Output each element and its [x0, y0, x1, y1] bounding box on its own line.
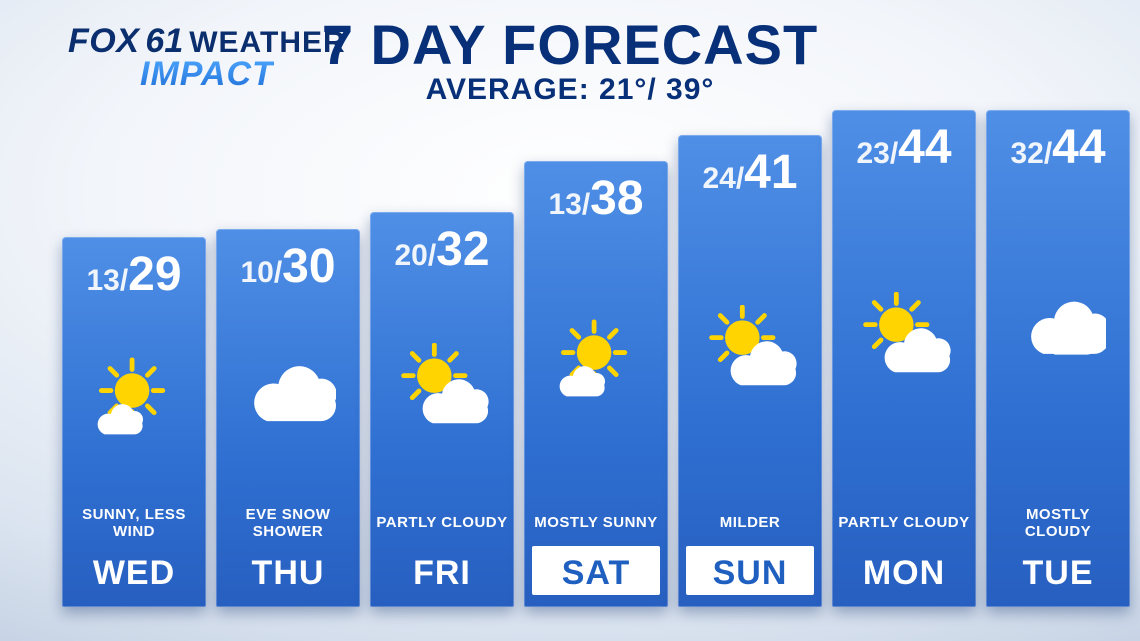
- condition-label: MILDER: [678, 506, 822, 540]
- temp-high: 30: [282, 240, 335, 293]
- temp-low: 32: [1010, 137, 1043, 170]
- temp-low: 23: [856, 137, 889, 170]
- condition-label: MOSTLY CLOUDY: [986, 506, 1130, 541]
- temp-high: 44: [1052, 121, 1105, 174]
- condition-label: MOSTLY SUNNY: [524, 506, 668, 540]
- temp-high: 41: [744, 146, 797, 199]
- condition-label: PARTLY CLOUDY: [370, 506, 514, 540]
- forecast-bar: 13/38 MOSTLY SUNNY SAT: [524, 161, 668, 608]
- temp-low: 24: [702, 162, 735, 195]
- day-label: THU: [224, 554, 352, 593]
- day-label: FRI: [378, 554, 506, 593]
- temp-pair: 10/30: [216, 239, 360, 294]
- day-label: WED: [70, 554, 198, 593]
- temp-pair: 13/29: [62, 247, 206, 302]
- day-label: MON: [840, 554, 968, 593]
- temp-high: 38: [590, 172, 643, 225]
- condition-label: EVE SNOW SHOWER: [216, 506, 360, 541]
- temp-pair: 20/32: [370, 222, 514, 277]
- temp-low: 20: [394, 239, 427, 272]
- weather-icon: [986, 175, 1130, 506]
- forecast-bar: 13/29 SUNNY, LESS WIND WED: [62, 237, 206, 607]
- day-label: SUN: [686, 554, 814, 593]
- condition-label: SUNNY, LESS WIND: [62, 506, 206, 541]
- headline: 7 DAY FORECAST AVERAGE: 21°/ 39°: [0, 12, 1140, 107]
- forecast-bar: 24/41 MILDER SUN: [678, 135, 822, 607]
- forecast-bar: 10/30 EVE SNOW SHOWER THU: [216, 229, 360, 608]
- weather-icon: [370, 277, 514, 507]
- forecast-bars: 13/29 SUNNY, LESS WIND WED 10/30 EVE SNOW SH…: [62, 110, 1130, 608]
- temp-pair: 32/44: [986, 120, 1130, 175]
- forecast-bar: 23/44 PARTLY CLOUDY MON: [832, 110, 976, 608]
- forecast-title: 7 DAY FORECAST: [0, 12, 1140, 77]
- forecast-bar: 20/32 PARTLY CLOUDY FRI: [370, 212, 514, 608]
- forecast-subtitle: AVERAGE: 21°/ 39°: [0, 73, 1140, 107]
- temp-pair: 23/44: [832, 120, 976, 175]
- day-label: SAT: [532, 554, 660, 593]
- condition-label: PARTLY CLOUDY: [832, 506, 976, 540]
- temp-high: 29: [128, 248, 181, 301]
- weather-icon: [524, 226, 668, 507]
- temp-low: 10: [240, 256, 273, 289]
- temp-high: 32: [436, 223, 489, 276]
- weather-icon: [62, 302, 206, 506]
- weather-icon: [216, 294, 360, 506]
- temp-low: 13: [548, 188, 581, 221]
- temp-pair: 24/41: [678, 145, 822, 200]
- temp-high: 44: [898, 121, 951, 174]
- weather-icon: [678, 200, 822, 506]
- temp-low: 13: [86, 264, 119, 297]
- temp-pair: 13/38: [524, 171, 668, 226]
- weather-icon: [832, 175, 976, 507]
- forecast-bar: 32/44 MOSTLY CLOUDY TUE: [986, 110, 1130, 608]
- day-label: TUE: [994, 554, 1122, 593]
